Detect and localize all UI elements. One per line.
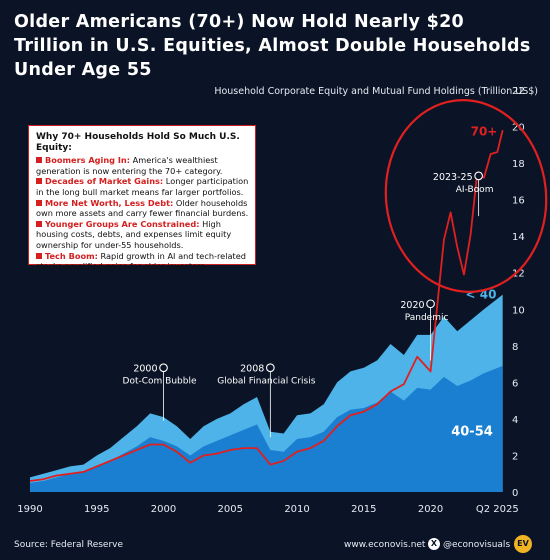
x-logo-icon: X [428,538,440,550]
callout-item: More Net Worth, Less Debt: Older househo… [36,198,249,219]
y-tick-label: 14 [512,232,525,243]
x-tick-label: 2005 [218,504,243,515]
series-label-70-plus: 70+ [471,125,498,139]
callout-title: Why 70+ Households Hold So Much U.S. Equ… [36,132,240,153]
callout-item-label: More Net Worth, Less Debt: [45,197,174,208]
y-tick-label: 18 [512,159,525,170]
callout-item-text: America's wealthiest generation is now e… [36,155,223,176]
annotation-label: Dot-Com Bubble [123,377,197,387]
annotation-year: 2023-25 [433,172,473,183]
x-tick-label: 2000 [151,504,176,515]
callout-box: Why 70+ Households Hold So Much U.S. Equ… [28,125,256,271]
footer: Source: Federal Reserve www.econovis.net… [0,532,550,560]
bullet-square-icon [36,252,42,259]
headline: Older Americans (70+) Now Hold Nearly $2… [14,12,531,80]
y-tick-label: 2 [512,451,518,462]
x-tick-label: Q2 2025 [476,504,519,515]
y-tick-label: 8 [512,342,518,353]
callout-item-label: Decades of Market Gains: [45,176,164,187]
highlight-ellipse [384,99,548,293]
y-tick-label: 22 [512,86,525,97]
annotation-marker-icon [474,171,483,181]
y-tick-label: 12 [512,269,525,280]
annotation-year: 2008 [240,364,264,375]
series-label-under-40: < 40 [466,287,497,301]
bullet-square-icon [36,199,42,206]
callout-item-text: Older households own more assets and car… [36,197,249,219]
y-tick-label: 0 [512,488,518,499]
chart: 0 2 4 6 8 10 12 14 16 18 20 22 1990 1995 2000 2005 2010 2… [17,86,548,515]
callout-item-text: High housing costs, debts, and expenses … [36,218,232,250]
bullet-square-icon [36,178,42,185]
annotation-year: 2020 [400,300,424,311]
x-tick-label: 2015 [351,504,376,515]
callout-item-label: Younger Groups Are Constrained: [45,218,200,229]
series-70-plus-line [29,129,504,482]
annotation-marker-icon [426,299,435,309]
callout-item-text: Rapid growth in AI and tech-related stoc… [36,250,246,272]
annotation-label: Global Financial Crisis [217,377,316,387]
brand-logo-icon: EV [514,535,532,553]
annotation-marker-icon [159,363,168,373]
callout-item: Younger Groups Are Constrained: High hou… [36,219,249,251]
website-link[interactable]: www.econovis.net [344,540,426,550]
bullet-square-icon [36,157,42,164]
annotation-label: AI-Boom [456,185,494,195]
x-tick-label: 1995 [84,504,109,515]
y-tick-label: 20 [512,123,525,134]
annotation-label: Pandemic [405,313,449,323]
y-tick-label: 4 [512,415,518,426]
annotation-marker-icon [265,363,275,373]
callout-item: Decades of Market Gains: Longer particip… [36,176,249,197]
annotation-year: 2000 [133,364,157,375]
y-tick-label: 16 [512,196,525,207]
series-label-40-54: 40-54 [451,424,493,439]
source-text: Source: Federal Reserve [14,540,124,550]
x-tick-label: 1990 [17,504,42,515]
callout-item-label: Tech Boom: [45,250,98,261]
y-axis-title: Household Corporate Equity and Mutual Fu… [214,86,538,97]
y-tick-label: 10 [512,305,525,316]
x-tick-label: 2010 [284,504,309,515]
social-handle[interactable]: @econovisuals [443,540,511,550]
callout-item-text: Longer participation in the long bull ma… [36,176,249,197]
callout-item: Tech Boom: Rapid growth in AI and tech-r… [36,251,249,272]
x-tick-label: 2020 [418,504,443,515]
y-tick-label: 6 [512,378,518,389]
callout-item-label: Boomers Aging In: [45,155,131,166]
bullet-square-icon [36,220,42,227]
callout-item: Boomers Aging In: America's wealthiest g… [36,155,249,176]
